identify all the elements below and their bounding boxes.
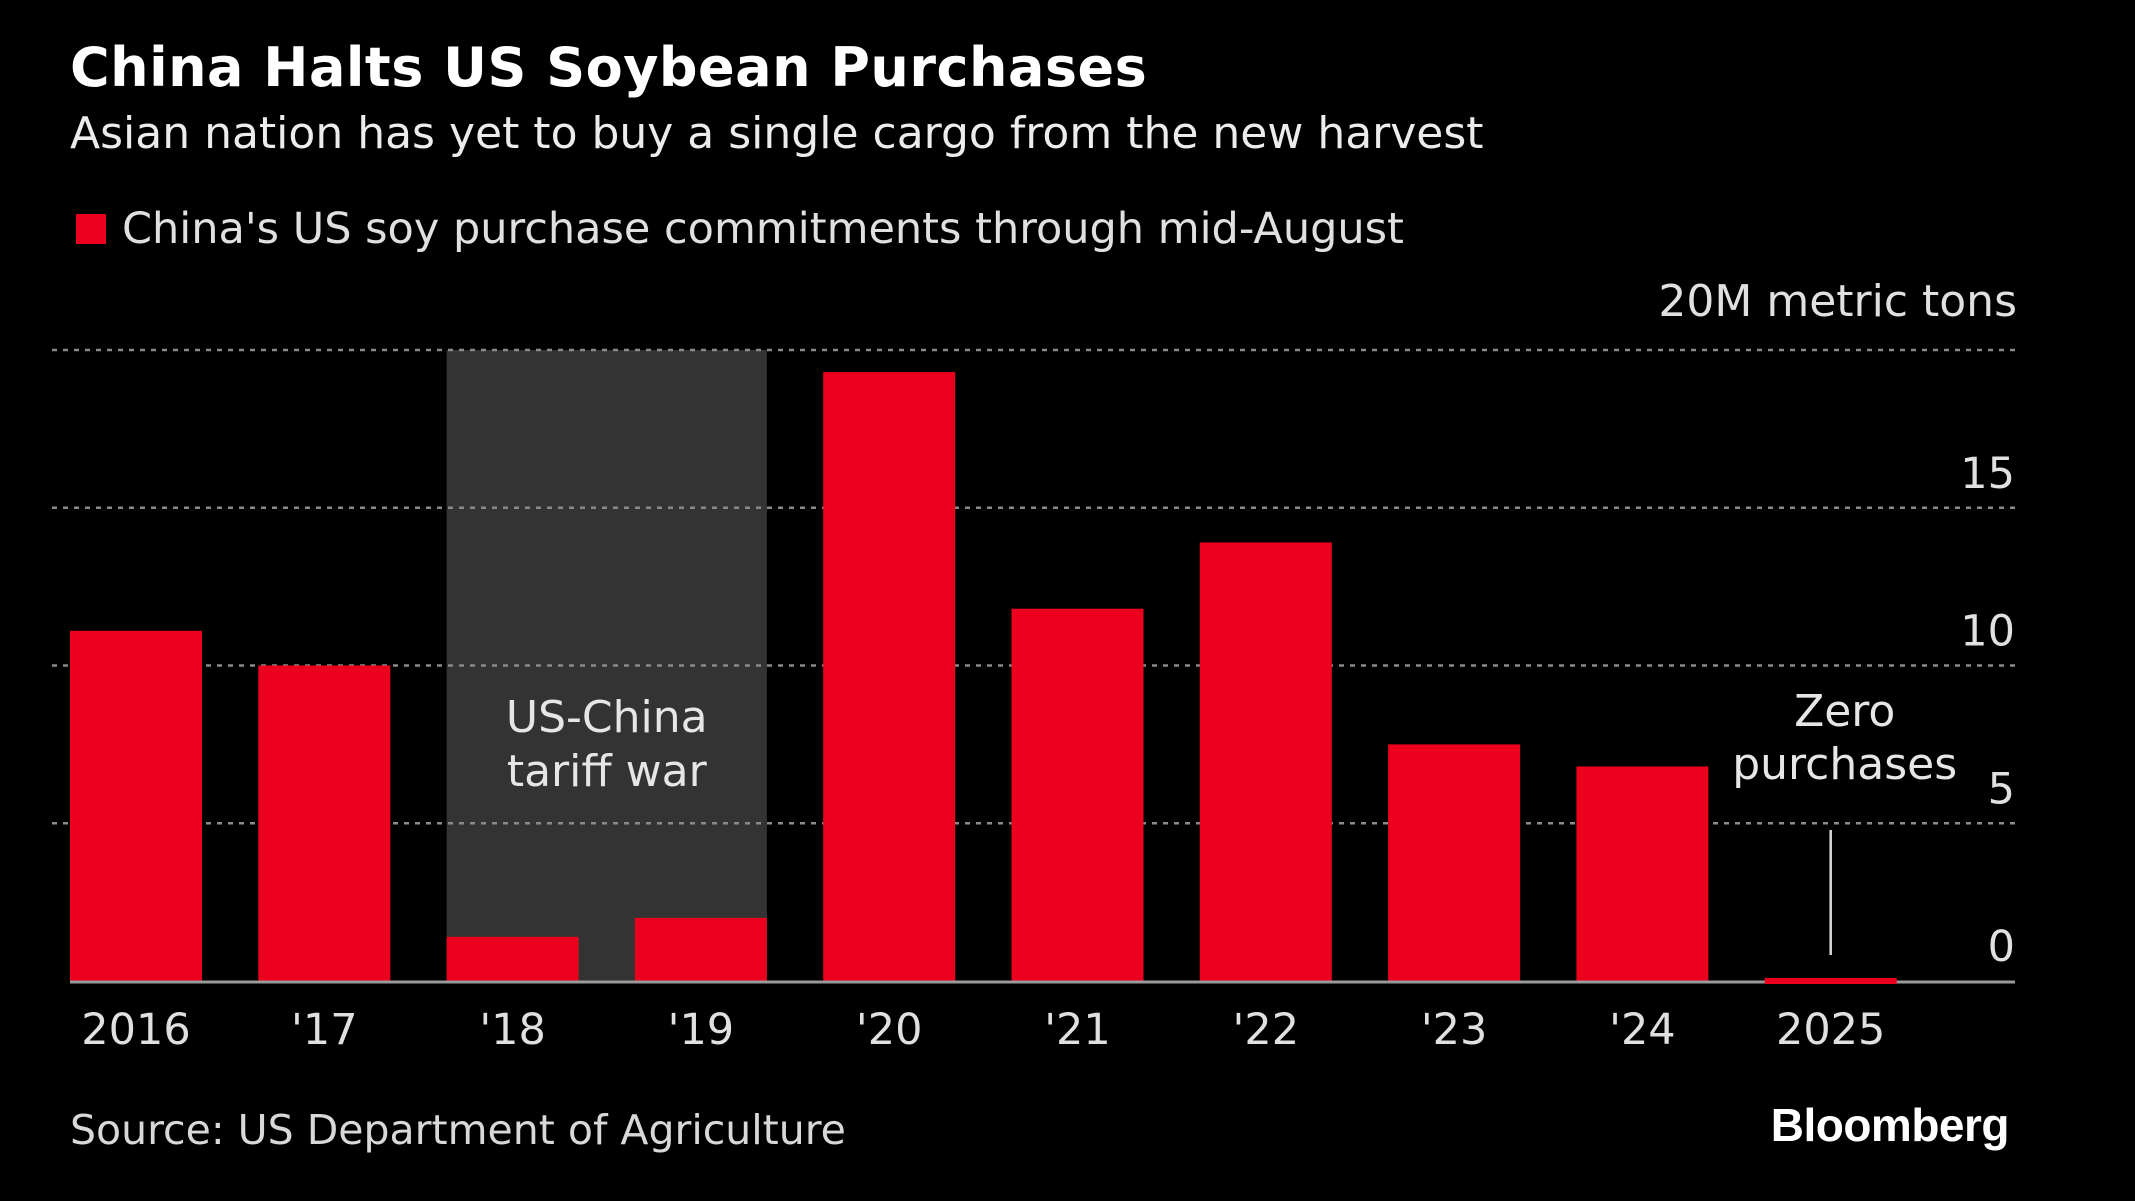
bar-21 bbox=[1011, 608, 1144, 981]
bar-22 bbox=[1199, 542, 1332, 981]
legend: China's US soy purchase commitments thro… bbox=[76, 204, 1404, 254]
y-tick-label-5: 5 bbox=[1988, 764, 2015, 814]
y-tick-label-15: 15 bbox=[1960, 449, 2015, 499]
legend-label: China's US soy purchase commitments thro… bbox=[122, 204, 1404, 254]
bar-18 bbox=[446, 936, 579, 981]
shaded-region-label-line1: US-China bbox=[506, 692, 708, 743]
bar-23 bbox=[1388, 744, 1521, 981]
shaded-region-label-line2: tariff war bbox=[507, 746, 708, 797]
x-tick-label: '22 bbox=[1233, 1005, 1300, 1055]
x-tick-label: 2016 bbox=[81, 1005, 190, 1055]
x-tick-label: '20 bbox=[856, 1005, 923, 1055]
bar-19 bbox=[634, 917, 767, 981]
bar-20 bbox=[823, 372, 956, 982]
bloomberg-logo: Bloomberg bbox=[1770, 1099, 2010, 1151]
legend-swatch bbox=[76, 214, 106, 244]
bar-17 bbox=[258, 665, 391, 981]
y-axis-unit-label: 20M metric tons bbox=[1658, 276, 2017, 327]
x-tick-label: '18 bbox=[479, 1005, 546, 1055]
chart-subtitle: Asian nation has yet to buy a single car… bbox=[70, 108, 1484, 159]
chart-title: China Halts US Soybean Purchases bbox=[70, 36, 1148, 99]
bar-2025 bbox=[1764, 978, 1897, 981]
axis-layer bbox=[70, 980, 2015, 984]
x-tick-label: '24 bbox=[1609, 1005, 1676, 1055]
bars-layer bbox=[70, 372, 1897, 982]
x-tick-label: '19 bbox=[668, 1005, 735, 1055]
bar-24 bbox=[1576, 766, 1709, 981]
x-tick-label: '21 bbox=[1044, 1005, 1111, 1055]
y-tick-label-10: 10 bbox=[1960, 607, 2015, 657]
x-tick-label: 2025 bbox=[1776, 1005, 1885, 1055]
x-tick-label: '17 bbox=[291, 1005, 358, 1055]
annotation-line1: Zero bbox=[1794, 686, 1895, 737]
annotation-line2: purchases bbox=[1732, 739, 1957, 790]
x-tick-label: '23 bbox=[1421, 1005, 1488, 1055]
y-tick-label-0: 0 bbox=[1988, 922, 2015, 972]
bar-2016 bbox=[70, 630, 202, 981]
source-note: Source: US Department of Agriculture bbox=[70, 1106, 846, 1154]
bar-2025-zero-marker bbox=[1764, 980, 1897, 984]
